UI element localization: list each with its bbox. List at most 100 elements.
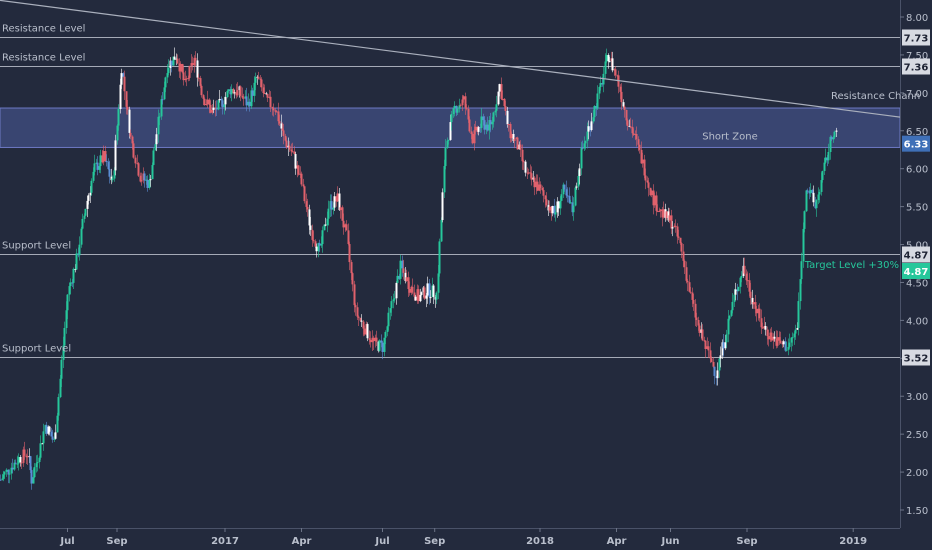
candle-body — [751, 297, 754, 305]
candle-body — [80, 228, 83, 245]
candle-body — [464, 96, 467, 108]
candle-body — [105, 160, 108, 162]
y-tick-label: 4.50 — [906, 278, 928, 289]
candle-body — [748, 280, 751, 292]
candle-body — [323, 224, 326, 231]
candle-body — [123, 76, 126, 92]
candle-body — [200, 85, 203, 96]
candle-body — [154, 144, 157, 151]
candle-body — [315, 246, 318, 252]
candle-body — [581, 147, 584, 149]
candle-body — [265, 93, 268, 95]
candle-body — [462, 96, 465, 100]
candle-body — [181, 63, 184, 73]
candle-body — [303, 186, 306, 202]
candle-body — [293, 151, 296, 155]
x-tick-label: 2017 — [211, 536, 239, 547]
candle-body — [17, 457, 20, 464]
candle-body — [170, 60, 173, 66]
candle-body — [459, 105, 462, 107]
target-price-tag-text: 4.87 — [904, 267, 929, 278]
candle-body — [578, 168, 581, 177]
candle-body — [800, 261, 803, 280]
candle-body — [188, 65, 191, 78]
candle-body — [211, 109, 214, 113]
candle-body — [521, 149, 524, 162]
x-tick-label: 2018 — [526, 536, 554, 547]
candle-body — [557, 201, 560, 209]
candle-body — [158, 116, 161, 118]
candle-body — [449, 122, 452, 140]
candle-body — [333, 196, 336, 208]
candle-body — [697, 320, 700, 326]
candle-body — [477, 127, 480, 132]
levels-layer — [0, 37, 900, 358]
candle-body — [399, 260, 402, 279]
candle-body — [19, 457, 22, 463]
candle-body — [164, 77, 167, 88]
candle-body — [779, 340, 782, 344]
candle-body — [754, 302, 757, 309]
level-price-tag — [902, 29, 930, 46]
candle-body — [619, 86, 622, 92]
candle-body — [405, 277, 408, 282]
candle-body — [245, 96, 248, 106]
candle-body — [755, 308, 758, 314]
candle-body — [122, 73, 125, 77]
candle-body — [387, 312, 390, 327]
candle-body — [658, 211, 661, 213]
candle-body — [81, 218, 84, 229]
candle-body — [482, 116, 485, 121]
candle-body — [51, 436, 54, 440]
candle-body — [53, 438, 56, 440]
candle-body — [818, 191, 821, 195]
candle-body — [731, 301, 734, 311]
candle-body — [92, 171, 95, 181]
candle-body — [414, 296, 417, 301]
candle-body — [444, 147, 447, 167]
candle-body — [577, 176, 580, 187]
candle-body — [59, 378, 62, 398]
candle-body — [193, 57, 196, 66]
candle-body — [29, 456, 32, 471]
trendline-label: Resistance Chann — [831, 91, 920, 102]
candle-body — [689, 291, 692, 293]
candle-body — [129, 132, 132, 137]
candle-body — [656, 210, 659, 212]
candle-body — [413, 292, 416, 297]
candle-body — [447, 139, 450, 141]
candle-body — [474, 126, 477, 131]
candle-body — [527, 172, 530, 174]
candle-body — [640, 149, 643, 164]
candle-body — [317, 243, 320, 252]
level-label: Support Level — [2, 344, 71, 355]
candle-body — [491, 121, 494, 125]
candle-body — [758, 308, 761, 319]
candle-body — [300, 173, 303, 185]
candle-body — [519, 144, 522, 150]
candle-body — [197, 77, 200, 79]
candle-body — [440, 220, 443, 242]
candle-body — [590, 121, 593, 131]
candle-body — [608, 61, 611, 63]
candle-body — [72, 268, 75, 283]
candle-body — [199, 78, 202, 86]
candle-body — [686, 280, 689, 283]
candle-body — [782, 341, 785, 345]
candle-body — [821, 171, 824, 181]
candle-body — [297, 165, 300, 175]
candle-body — [96, 162, 99, 170]
candle-body — [90, 180, 93, 193]
candle-body — [250, 90, 253, 107]
candle-body — [182, 72, 185, 81]
candle-body — [149, 179, 152, 181]
candle-body — [202, 95, 205, 99]
candle-body — [30, 470, 33, 484]
candle-body — [677, 236, 680, 238]
candle-body — [285, 140, 288, 148]
candle-body — [302, 184, 305, 187]
candle-body — [282, 130, 285, 136]
candle-body — [575, 186, 578, 188]
candle-body — [470, 131, 473, 135]
